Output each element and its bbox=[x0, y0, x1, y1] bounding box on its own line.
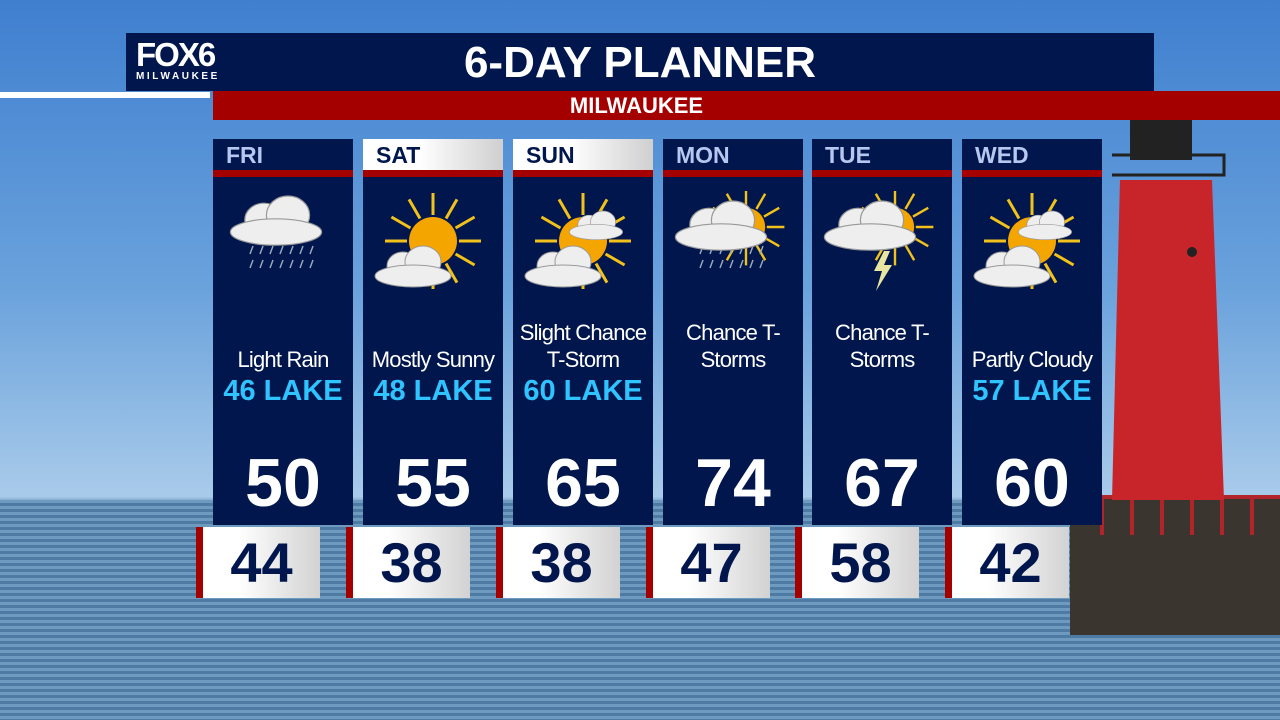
rain-cloud-icon bbox=[229, 195, 323, 269]
red-stripe bbox=[812, 170, 952, 177]
day-column-fri: FRI Light Rain 46 LAKE 50 bbox=[213, 139, 353, 525]
condition-text: Light Rain bbox=[237, 347, 329, 372]
red-stripe bbox=[663, 170, 803, 177]
high-temp: 74 bbox=[695, 445, 771, 521]
low-temp: 42 bbox=[945, 527, 1069, 598]
day-column-tue: TUE Chance T-Storms 67 bbox=[812, 139, 952, 525]
condition-text: Chance T-Storms bbox=[835, 320, 930, 372]
lake-temp: 48 LAKE bbox=[373, 375, 493, 407]
day-label: SAT bbox=[363, 139, 503, 170]
condition-text: Slight Chance T-Storm bbox=[519, 320, 647, 372]
title-bar: FOX6 MILWAUKEE 6-DAY PLANNER bbox=[126, 33, 1154, 91]
high-temp: 50 bbox=[245, 445, 321, 521]
red-stripe bbox=[513, 170, 653, 177]
low-temp: 38 bbox=[496, 527, 620, 598]
low-temp: 58 bbox=[795, 527, 919, 598]
day-column-sat: SAT Mostly Sunny 48 LAKE 55 bbox=[363, 139, 503, 525]
red-stripe bbox=[213, 170, 353, 177]
day-label: MON bbox=[676, 142, 730, 168]
day-column-mon: MON Chance T-Storms 74 bbox=[663, 139, 803, 525]
condition-text: Chance T-Storms bbox=[686, 320, 781, 372]
lake-temp: 57 LAKE bbox=[972, 375, 1092, 407]
low-temp: 47 bbox=[646, 527, 770, 598]
day-label: WED bbox=[975, 142, 1029, 168]
day-label: SUN bbox=[513, 139, 653, 170]
location-label: MILWAUKEE bbox=[213, 91, 1280, 120]
red-stripe bbox=[363, 170, 503, 177]
logo-city: MILWAUKEE bbox=[136, 71, 220, 82]
day-column-sun: SUN Slight Chance T-Storm 60 LAKE 65 bbox=[513, 139, 653, 525]
partly-cloudy-icon bbox=[973, 193, 1080, 289]
divider bbox=[0, 92, 210, 98]
high-temp: 67 bbox=[844, 445, 920, 521]
high-temp: 55 bbox=[395, 445, 471, 521]
high-temp: 60 bbox=[994, 445, 1070, 521]
day-label: FRI bbox=[226, 142, 264, 168]
lighthouse-image bbox=[1112, 120, 1226, 500]
day-label: TUE bbox=[825, 142, 871, 168]
low-temp: 38 bbox=[346, 527, 470, 598]
partly-sunny-icon bbox=[524, 193, 631, 289]
red-stripe bbox=[962, 170, 1102, 177]
condition-text: Partly Cloudy bbox=[971, 347, 1093, 372]
thunderstorm-icon bbox=[823, 191, 934, 291]
logo-text: FOX6 bbox=[136, 36, 216, 73]
day-column-wed: WED Partly Cloudy 57 LAKE 60 bbox=[962, 139, 1102, 525]
high-temp: 65 bbox=[545, 445, 621, 521]
lake-temp: 60 LAKE bbox=[523, 375, 643, 407]
mostly-sunny-icon bbox=[374, 193, 481, 289]
fox6-logo: FOX6 MILWAUKEE bbox=[136, 36, 220, 82]
lake-temp: 46 LAKE bbox=[223, 375, 343, 407]
sun-rain-cloud-icon bbox=[674, 191, 785, 269]
condition-text: Mostly Sunny bbox=[371, 347, 495, 372]
page-title: 6-DAY PLANNER bbox=[463, 38, 817, 87]
low-temp: 44 bbox=[196, 527, 320, 598]
